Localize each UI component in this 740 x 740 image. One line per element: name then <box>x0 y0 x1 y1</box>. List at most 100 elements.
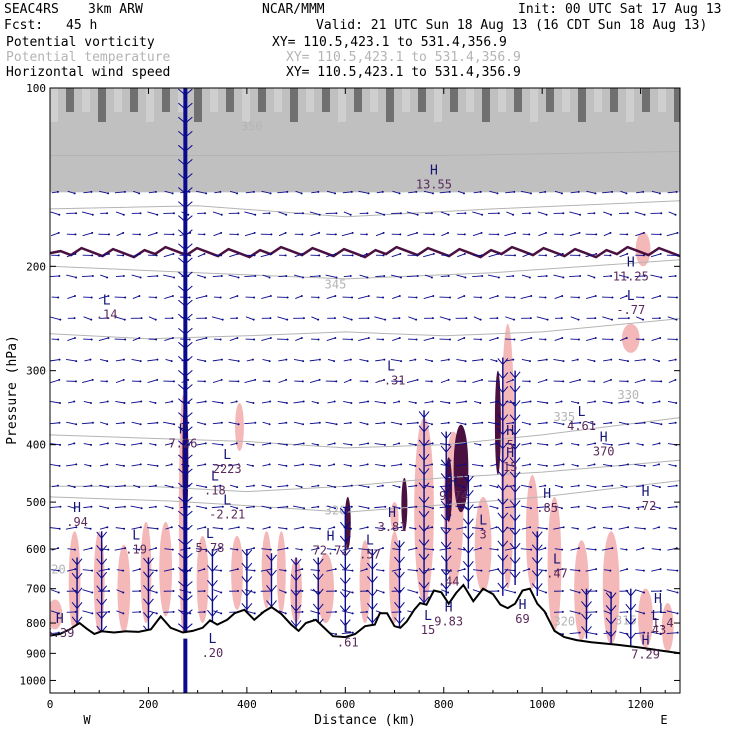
wind-vector <box>359 274 368 278</box>
wind-vector <box>130 442 142 446</box>
wind-vector-head <box>91 274 94 277</box>
wind-vector-head <box>447 231 450 234</box>
wind-vector-head <box>594 507 597 510</box>
wind-vector <box>228 274 239 278</box>
wind-vector-head <box>675 296 678 299</box>
extremum-letter: L <box>424 609 432 624</box>
wind-vector <box>406 379 418 384</box>
wind-vector <box>277 443 287 446</box>
wind-vector-head <box>58 527 61 530</box>
wind-vector-head <box>496 507 499 510</box>
wind-vector-head <box>57 231 60 234</box>
wind-vector <box>327 358 335 362</box>
jet-chevron <box>418 482 430 490</box>
wind-vector-head <box>123 402 126 405</box>
wind-vector <box>148 191 156 194</box>
wind-vector-head <box>187 213 190 216</box>
wind-vector-head <box>577 443 580 446</box>
wind-vector <box>358 548 369 551</box>
wind-vector <box>536 506 548 509</box>
wind-vector-head <box>123 190 126 193</box>
wind-vector-head <box>430 423 433 426</box>
wind-vector <box>342 569 353 572</box>
upper-band-streak <box>306 88 314 112</box>
wind-vector <box>132 295 140 300</box>
wind-vector-head <box>576 527 579 530</box>
wind-vector <box>538 569 546 572</box>
wind-vector <box>67 401 75 404</box>
jet-chevron <box>312 573 324 581</box>
axes: 0 200 400 600 800 1000 12001002003004005006007… <box>20 82 680 711</box>
wind-vector-head <box>138 192 141 195</box>
wind-vector <box>147 211 158 216</box>
wind-vector <box>309 275 320 278</box>
wind-vector <box>587 274 595 278</box>
field-xy-wind: XY= 110.5,423.1 to 531.4,356.9 <box>286 65 521 80</box>
wind-vector <box>602 464 612 467</box>
wind-vector <box>375 379 385 384</box>
wind-vector-head <box>657 360 660 363</box>
wind-vector-head <box>383 464 386 467</box>
wind-vector-head <box>398 442 401 445</box>
extremum-letter: H <box>327 529 335 544</box>
jet-chevron <box>178 567 193 575</box>
wind-vector-head <box>122 421 125 424</box>
wind-vector-head <box>75 276 78 279</box>
wind-vector-head <box>562 380 565 383</box>
wind-vector-head <box>349 378 352 381</box>
jet-chevron <box>178 355 193 364</box>
extremum-letter: L <box>479 513 487 528</box>
wind-vector-head <box>123 527 126 530</box>
wind-vector-head <box>643 274 646 277</box>
wind-vector-head <box>626 610 629 613</box>
wind-vector-head <box>544 547 547 550</box>
wind-vector-head <box>155 231 158 234</box>
wind-vector <box>211 506 223 509</box>
wind-vector-head <box>495 463 498 466</box>
wind-vector-head <box>253 231 256 234</box>
wind-vector-head <box>302 423 305 426</box>
wind-vector-head <box>251 464 254 467</box>
wind-vector-head <box>610 464 613 467</box>
wind-vector-head <box>659 568 662 571</box>
wind-vector-head <box>107 568 110 571</box>
wind-vector-head <box>595 233 598 236</box>
wind-vector-head <box>253 338 256 341</box>
wind-vector-head <box>301 233 304 236</box>
wind-vector <box>407 547 417 551</box>
extremum-value: 7.26 <box>168 437 197 451</box>
wind-vector-head <box>496 548 499 551</box>
wind-vector-head <box>236 486 239 489</box>
wind-vector-head <box>300 294 303 297</box>
jet-chevron <box>71 587 83 595</box>
wind-vector-head <box>674 274 677 277</box>
wind-vector-head <box>577 338 580 341</box>
wind-vector-head <box>318 527 321 530</box>
wind-vector <box>115 359 125 362</box>
wind-vector <box>196 442 206 446</box>
field-name-pv: Potential vorticity <box>6 35 155 50</box>
wind-vector-head <box>497 233 500 236</box>
wind-vector-head <box>479 318 482 321</box>
wind-vector <box>571 464 578 467</box>
wind-vector-head <box>367 336 370 339</box>
wind-vector-head <box>351 254 354 257</box>
wind-vector-head <box>381 547 384 550</box>
wind-vector-head <box>546 443 549 446</box>
wind-vector-head <box>529 463 532 466</box>
wind-vector-head <box>595 568 598 571</box>
wind-vector <box>212 422 222 425</box>
wind-vector-head <box>302 526 305 529</box>
wind-vector-head <box>398 317 401 320</box>
wind-vector-head <box>660 276 663 279</box>
wind-vector-head <box>203 380 206 383</box>
wind-vector-head <box>660 212 663 215</box>
wind-vector <box>406 211 418 216</box>
wind-vector-head <box>658 192 661 195</box>
wind-vector-head <box>73 400 76 403</box>
wind-vector <box>82 589 93 593</box>
wind-vector-head <box>89 464 92 467</box>
wind-vector-head <box>57 569 60 572</box>
jet-chevron <box>178 370 193 378</box>
wind-vector <box>521 442 531 446</box>
